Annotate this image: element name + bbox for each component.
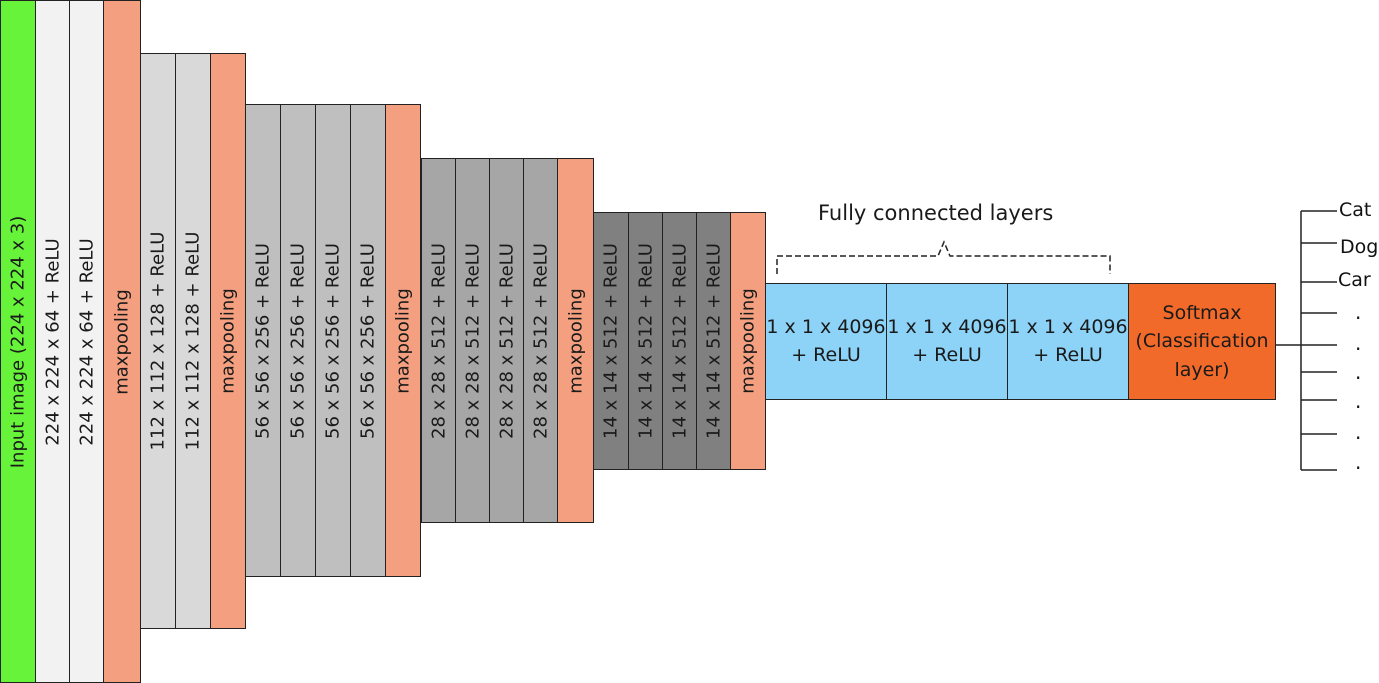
layer-label: 224 x 224 x 64 + ReLU — [76, 237, 97, 446]
layer-label: 14 x 14 x 512 + ReLU — [635, 243, 656, 439]
layer-label: 112 x 112 x 128 + ReLU — [182, 231, 204, 451]
ellipsis-dot: . — [1355, 331, 1362, 355]
ellipsis-dot: . — [1355, 420, 1362, 444]
layer-label: 56 x 56 x 256 + ReLU — [357, 242, 379, 439]
layer-label: maxpooling — [392, 287, 414, 394]
fc-layer: 1 x 1 x 4096 + ReLU — [1007, 283, 1129, 400]
conv-layer: 56 x 56 x 256 + ReLU — [245, 104, 281, 577]
maxpool-layer: maxpooling — [730, 212, 766, 470]
layer-label: 28 x 28 x 512 + ReLU — [462, 242, 483, 439]
layer-label: 14 x 14 x 512 + ReLU — [669, 243, 690, 439]
conv-layer: 56 x 56 x 256 + ReLU — [315, 104, 351, 577]
layer-label: 14 x 14 x 512 + ReLU — [600, 243, 622, 439]
fc-layer-size: 1 x 1 x 4096 — [887, 315, 1007, 338]
conv-layer: 28 x 28 x 512 + ReLU — [455, 158, 490, 523]
ellipsis-dot: . — [1355, 360, 1362, 384]
output-label-dog: Dog — [1340, 236, 1379, 258]
input-layer: Input image (224 x 224 x 3) — [0, 0, 36, 683]
conv-layer: 112 x 112 x 128 + ReLU — [175, 53, 211, 629]
fc-layer: 1 x 1 x 4096 + ReLU — [886, 283, 1008, 400]
layer-label: 28 x 28 x 512 + ReLU — [428, 242, 449, 439]
output-label-cat: Cat — [1339, 199, 1372, 221]
layer-label: 56 x 56 x 256 + ReLU — [322, 242, 344, 439]
fc-layer-size: 1 x 1 x 4096 — [766, 315, 886, 338]
layer-label: maxpooling — [565, 287, 586, 394]
fc-layer-activation: + ReLU — [912, 343, 982, 366]
conv-layer: 224 x 224 x 64 + ReLU — [69, 0, 104, 683]
layer-label: maxpooling — [217, 288, 239, 394]
conv-layer: 56 x 56 x 256 + ReLU — [280, 104, 316, 577]
maxpool-layer: maxpooling — [210, 53, 246, 629]
layer-label: Input image (224 x 224 x 3) — [7, 215, 29, 468]
fc-layer-size: 1 x 1 x 4096 — [1008, 315, 1128, 338]
ellipsis-dot: . — [1355, 300, 1362, 324]
maxpool-layer: maxpooling — [385, 104, 421, 577]
layer-label: 28 x 28 x 512 + ReLU — [496, 242, 517, 439]
conv-layer: 14 x 14 x 512 + ReLU — [662, 212, 697, 470]
fc-layer-activation: + ReLU — [1033, 343, 1103, 366]
fc-brace — [776, 240, 1111, 274]
conv-layer: 28 x 28 x 512 + ReLU — [421, 158, 456, 523]
layer-label: 56 x 56 x 256 + ReLU — [252, 242, 274, 439]
conv-layer: 14 x 14 x 512 + ReLU — [593, 212, 629, 470]
softmax-title: Softmax — [1162, 301, 1242, 324]
maxpool-layer: maxpooling — [103, 0, 141, 683]
softmax-layer: Softmax (Classification layer) — [1128, 283, 1276, 400]
conv-layer: 28 x 28 x 512 + ReLU — [523, 158, 558, 523]
maxpool-layer: maxpooling — [557, 158, 594, 523]
fc-title: Fully connected layers — [818, 201, 1054, 225]
softmax-subtitle-end: layer) — [1174, 358, 1230, 381]
output-label-car: Car — [1338, 269, 1371, 291]
ellipsis-dot: . — [1355, 389, 1362, 413]
layer-label: 224 x 224 x 64 + ReLU — [42, 237, 63, 446]
softmax-subtitle: (Classification — [1135, 330, 1269, 353]
conv-layer: 224 x 224 x 64 + ReLU — [35, 0, 70, 683]
conv-layer: 28 x 28 x 512 + ReLU — [489, 158, 524, 523]
fc-layer: 1 x 1 x 4096 + ReLU — [765, 283, 887, 400]
layer-label: 28 x 28 x 512 + ReLU — [530, 242, 551, 439]
conv-layer: 56 x 56 x 256 + ReLU — [350, 104, 386, 577]
layer-label: 56 x 56 x 256 + ReLU — [287, 242, 309, 439]
layer-label: maxpooling — [111, 288, 133, 395]
layer-label: 14 x 14 x 512 + ReLU — [703, 243, 724, 439]
ellipsis-dot: . — [1355, 450, 1362, 474]
layer-label: 112 x 112 x 128 + ReLU — [147, 231, 169, 451]
conv-layer: 14 x 14 x 512 + ReLU — [696, 212, 731, 470]
layer-label: maxpooling — [737, 288, 759, 394]
conv-layer: 14 x 14 x 512 + ReLU — [628, 212, 663, 470]
fc-layer-activation: + ReLU — [791, 343, 861, 366]
conv-layer: 112 x 112 x 128 + ReLU — [140, 53, 176, 629]
